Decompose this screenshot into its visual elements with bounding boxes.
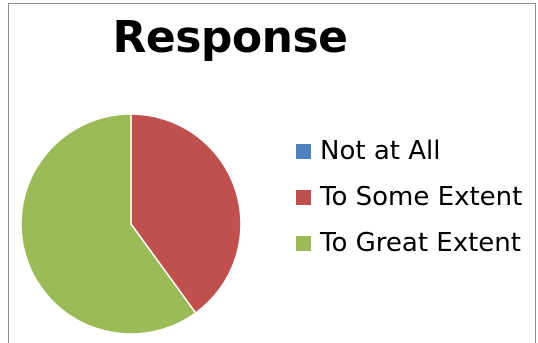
pie-slice-to-great-extent (20, 113, 197, 335)
legend-swatch (296, 235, 311, 251)
legend-item-to-great-extent: To Great Extent (296, 220, 522, 266)
legend-item-not-at-all: Not at All (296, 128, 522, 174)
legend-swatch (296, 143, 311, 159)
legend-label: To Some Extent (320, 182, 523, 212)
legend-swatch (296, 189, 311, 205)
legend-label: To Great Extent (320, 228, 521, 258)
legend-item-to-some-extent: To Some Extent (296, 174, 522, 220)
chart-title: Response (112, 12, 349, 63)
legend-label: Not at All (320, 136, 441, 166)
chart-legend: Not at All To Some Extent To Great Exten… (296, 128, 522, 266)
pie-slice-to-some-extent (130, 113, 242, 315)
